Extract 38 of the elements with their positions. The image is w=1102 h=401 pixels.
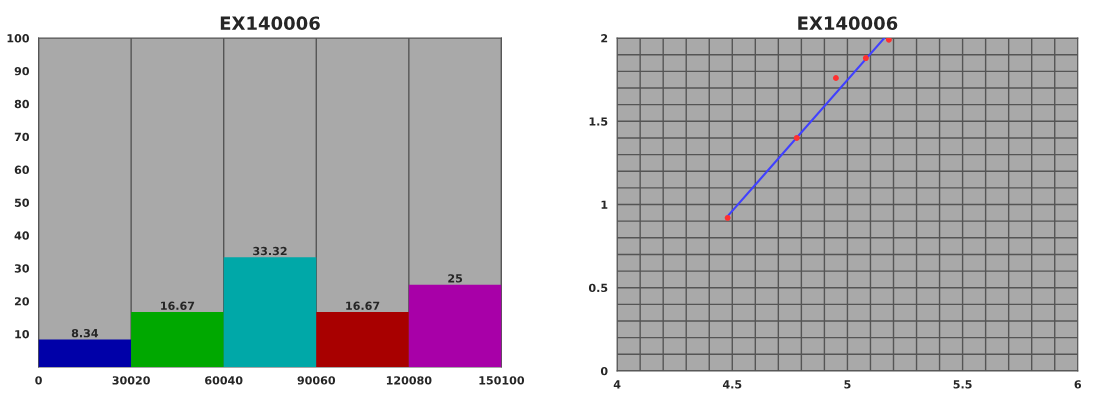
y-tick-label: 70 xyxy=(14,132,30,142)
y-tick-label: 1.5 xyxy=(589,117,608,126)
x-tick-label: 30020 xyxy=(112,376,150,385)
data-label: 8.34 xyxy=(71,328,99,338)
data-label: 16.67 xyxy=(161,301,195,310)
point xyxy=(724,214,731,221)
point xyxy=(885,38,892,43)
x-tick-label: 4 xyxy=(613,380,621,389)
y-tick-label: 2 xyxy=(601,34,608,43)
point xyxy=(832,75,839,81)
x-tick-label: 5.5 xyxy=(953,380,972,389)
y-tick-label: 90 xyxy=(14,66,30,76)
y-tick-label: 80 xyxy=(14,99,30,109)
y-tick-label: 100 xyxy=(7,34,30,43)
data-label: 16.67 xyxy=(346,301,380,310)
y-tick-label: 50 xyxy=(14,198,30,207)
x-tick-label: 120080 xyxy=(386,376,432,385)
y-tick-label: 40 xyxy=(14,231,30,240)
x-tick-label: 4.5 xyxy=(722,380,742,389)
y-tick-label: 60 xyxy=(14,165,30,174)
x-tick-label: 90060 xyxy=(297,376,336,385)
chart-title: EX140006 xyxy=(798,16,898,31)
y-tick-label: 20 xyxy=(14,297,30,306)
x-tick-label: 5 xyxy=(844,380,851,389)
y-tick-label: 0.5 xyxy=(588,283,608,293)
chart-title: EX140006 xyxy=(220,16,320,31)
y-tick-label: 0 xyxy=(600,366,608,376)
x-tick-label: 60040 xyxy=(205,376,243,385)
x-tick-label: 6 xyxy=(1074,380,1082,389)
point xyxy=(793,135,800,141)
data-label: 33.32 xyxy=(253,246,287,256)
y-tick-label: 30 xyxy=(14,264,30,273)
data-label: 25 xyxy=(448,274,463,283)
point xyxy=(862,55,869,62)
y-tick-label: 10 xyxy=(15,330,30,339)
x-tick-label: 0 xyxy=(35,376,42,385)
x-tick-label: 150100 xyxy=(479,376,525,385)
y-tick-label: 1 xyxy=(601,200,608,209)
